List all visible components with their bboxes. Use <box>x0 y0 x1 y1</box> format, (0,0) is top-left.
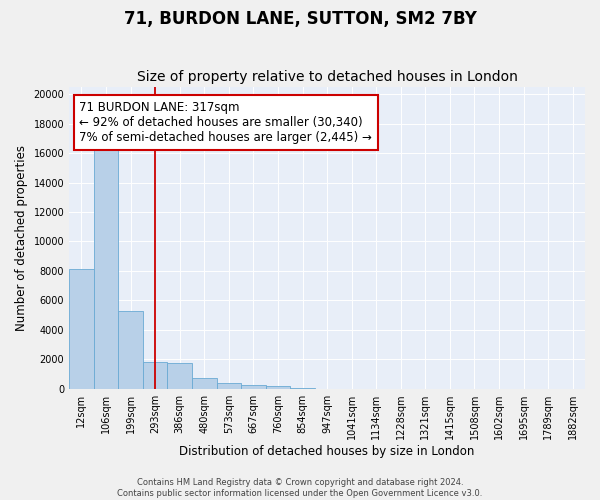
Bar <box>241 385 266 388</box>
Bar <box>217 384 241 388</box>
Text: 71, BURDON LANE, SUTTON, SM2 7BY: 71, BURDON LANE, SUTTON, SM2 7BY <box>124 10 476 28</box>
X-axis label: Distribution of detached houses by size in London: Distribution of detached houses by size … <box>179 444 475 458</box>
Y-axis label: Number of detached properties: Number of detached properties <box>15 145 28 331</box>
Text: 71 BURDON LANE: 317sqm
← 92% of detached houses are smaller (30,340)
7% of semi-: 71 BURDON LANE: 317sqm ← 92% of detached… <box>79 100 373 144</box>
Bar <box>94 146 118 388</box>
Title: Size of property relative to detached houses in London: Size of property relative to detached ho… <box>137 70 518 85</box>
Bar <box>143 362 167 388</box>
Bar <box>69 270 94 388</box>
Bar <box>192 378 217 388</box>
Bar <box>167 363 192 388</box>
Bar <box>266 386 290 388</box>
Bar <box>118 310 143 388</box>
Text: Contains HM Land Registry data © Crown copyright and database right 2024.
Contai: Contains HM Land Registry data © Crown c… <box>118 478 482 498</box>
